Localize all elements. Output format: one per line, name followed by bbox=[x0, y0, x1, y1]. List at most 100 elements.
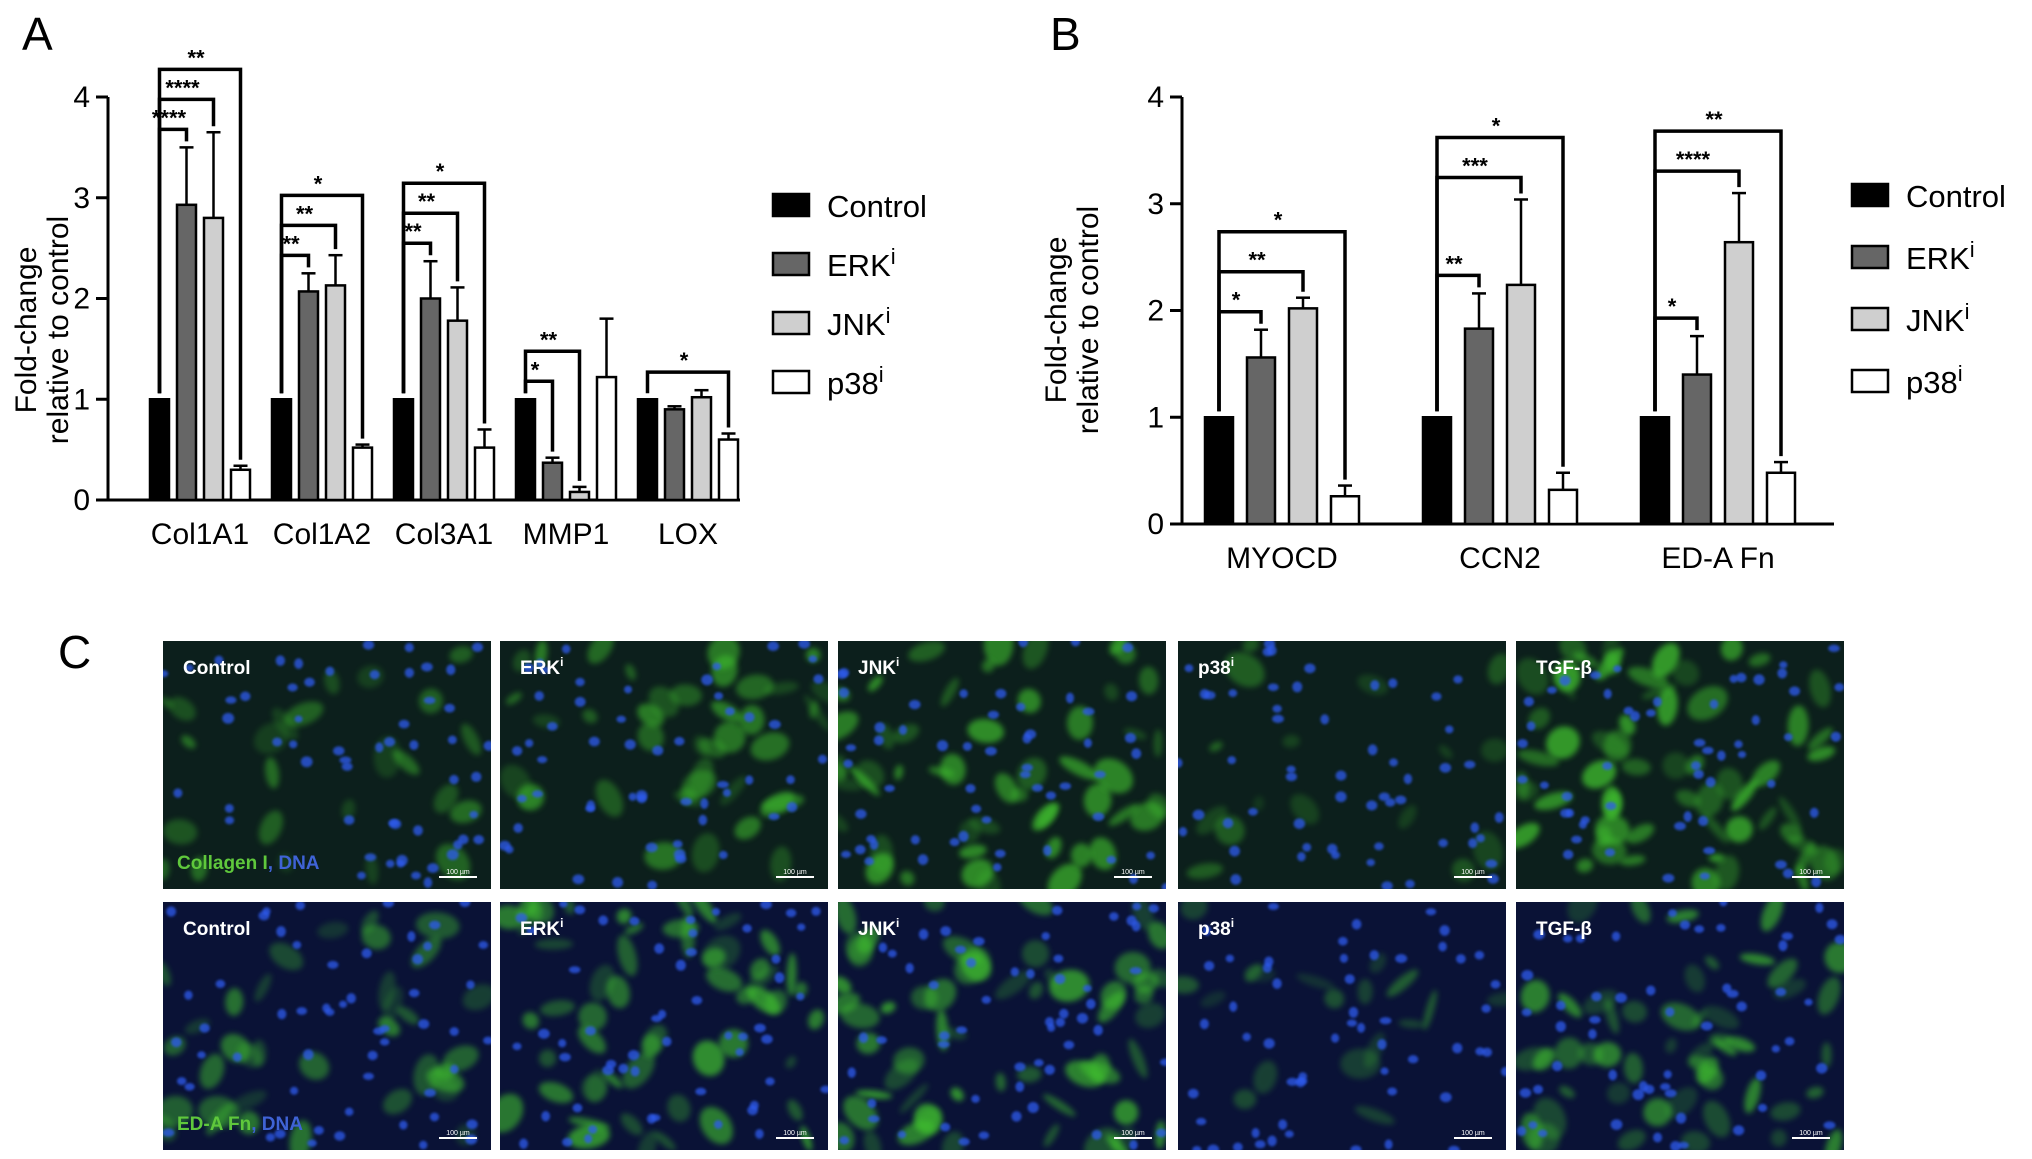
nucleus bbox=[1387, 1087, 1398, 1096]
green-cell bbox=[1147, 793, 1166, 819]
nucleus bbox=[409, 740, 419, 751]
significance-stars: ** bbox=[187, 45, 205, 70]
green-cell bbox=[198, 1095, 240, 1129]
significance-bracket bbox=[523, 349, 582, 481]
green-cell bbox=[539, 1000, 575, 1017]
nucleus bbox=[412, 953, 424, 965]
green-cell bbox=[1657, 686, 1678, 726]
nucleus bbox=[994, 849, 1006, 858]
nucleus bbox=[1683, 811, 1692, 823]
green-cell bbox=[1621, 758, 1651, 776]
green-cell bbox=[637, 722, 665, 752]
nucleus bbox=[1521, 1008, 1532, 1017]
nucleus bbox=[1051, 905, 1063, 916]
nucleus bbox=[1297, 852, 1306, 862]
nucleus bbox=[163, 670, 169, 678]
nucleus bbox=[754, 1023, 766, 1033]
y-tick-label: 0 bbox=[73, 484, 90, 517]
nucleus bbox=[1285, 772, 1298, 782]
nucleus bbox=[313, 1126, 324, 1135]
nucleus bbox=[1293, 818, 1306, 829]
micrograph-label: p38i bbox=[1198, 655, 1234, 679]
nucleus bbox=[629, 916, 640, 926]
nucleus bbox=[535, 658, 545, 668]
micrograph-panel: TGF-β 100 µm bbox=[1516, 641, 1844, 889]
nucleus bbox=[574, 905, 586, 915]
nucleus bbox=[1464, 760, 1476, 769]
nucleus bbox=[385, 859, 395, 868]
nucleus bbox=[1523, 696, 1535, 707]
nucleus bbox=[1662, 873, 1675, 883]
nucleus bbox=[735, 1048, 744, 1057]
green-cell bbox=[271, 707, 299, 741]
nucleus bbox=[546, 721, 558, 731]
nucleus bbox=[1678, 1141, 1689, 1149]
nucleus bbox=[526, 927, 537, 935]
green-cell bbox=[238, 1111, 260, 1135]
nucleus bbox=[1199, 1018, 1209, 1030]
green-cell bbox=[625, 664, 636, 681]
green-cell bbox=[1532, 1097, 1567, 1140]
nucleus bbox=[658, 1009, 667, 1019]
bar bbox=[473, 446, 496, 502]
nucleus bbox=[884, 784, 895, 792]
nucleus bbox=[654, 943, 665, 954]
nucleus bbox=[1562, 849, 1574, 860]
nucleus bbox=[500, 840, 511, 851]
nucleus bbox=[1559, 675, 1571, 686]
nucleus bbox=[1789, 686, 1801, 696]
nucleus bbox=[1487, 874, 1499, 884]
nucleus bbox=[940, 926, 952, 937]
x-tick-label: Col3A1 bbox=[395, 518, 493, 551]
nucleus bbox=[1278, 1119, 1288, 1130]
green-cell bbox=[1675, 789, 1701, 808]
green-cell bbox=[1692, 1010, 1707, 1027]
green-cell bbox=[976, 870, 1001, 889]
nucleus bbox=[1015, 1081, 1025, 1093]
nucleus bbox=[1092, 812, 1105, 821]
green-cell bbox=[736, 987, 756, 1005]
green-cell bbox=[269, 942, 304, 971]
micrograph-panel: JNKi 100 µm bbox=[838, 641, 1166, 889]
nucleus bbox=[539, 666, 550, 674]
micrograph-label: TGF-β bbox=[1536, 658, 1592, 679]
nucleus bbox=[1815, 902, 1824, 914]
stain-legend-blue: DNA bbox=[262, 1114, 303, 1135]
nucleus bbox=[1344, 974, 1355, 984]
green-cell bbox=[1787, 836, 1819, 855]
green-cell bbox=[794, 981, 808, 998]
green-cell bbox=[392, 749, 420, 775]
legend-label-text: Control bbox=[827, 189, 927, 224]
nucleus bbox=[1699, 872, 1710, 880]
green-cell bbox=[1787, 705, 1809, 747]
green-cell bbox=[229, 1090, 267, 1112]
nucleus bbox=[343, 815, 355, 825]
nucleus bbox=[1367, 744, 1378, 756]
micrograph-label: JNKi bbox=[858, 916, 899, 940]
nucleus bbox=[572, 1103, 583, 1113]
nucleus bbox=[866, 835, 876, 843]
green-cell bbox=[289, 1120, 312, 1150]
green-cell bbox=[1517, 749, 1560, 767]
scale-bar-label: 100 µm bbox=[783, 1130, 807, 1137]
green-cell bbox=[692, 1040, 725, 1077]
green-cell bbox=[838, 762, 847, 779]
nucleus bbox=[1431, 692, 1442, 701]
nucleus bbox=[1076, 1012, 1089, 1024]
green-cell bbox=[855, 1089, 893, 1099]
nucleus bbox=[876, 1036, 888, 1044]
green-cell bbox=[253, 722, 290, 754]
nucleus bbox=[1588, 1029, 1597, 1040]
green-cell bbox=[1043, 1123, 1060, 1147]
nucleus bbox=[588, 736, 600, 747]
nucleus bbox=[1070, 641, 1081, 647]
nucleus bbox=[1381, 881, 1393, 889]
nucleus bbox=[675, 959, 686, 971]
green-cell bbox=[1703, 813, 1730, 844]
nucleus bbox=[839, 1136, 850, 1145]
nucleus bbox=[1693, 738, 1706, 747]
nucleus bbox=[1019, 770, 1031, 779]
nucleus bbox=[1425, 908, 1437, 916]
nucleus bbox=[1126, 691, 1138, 702]
